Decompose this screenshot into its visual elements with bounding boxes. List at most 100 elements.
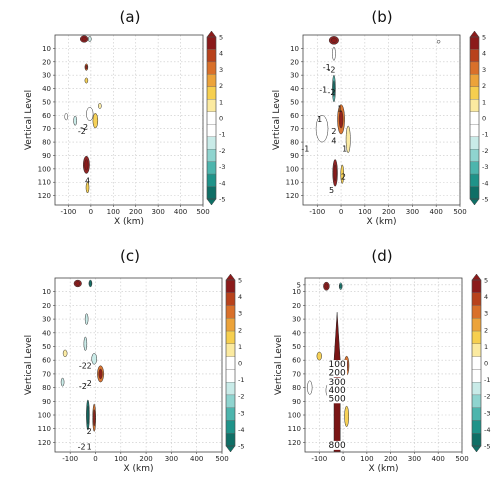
contour-label: 300	[329, 378, 346, 388]
colorbar-tick-label: -5	[219, 196, 225, 204]
y-tick-label: 30	[292, 316, 301, 324]
colorbar-arrow-top	[469, 30, 480, 38]
colorbar-segment	[206, 86, 217, 100]
colorbar-frame	[225, 279, 236, 447]
x-tick-label: 300	[165, 455, 178, 463]
plot-frame	[304, 277, 463, 453]
contour-label: -1	[301, 144, 309, 153]
y-tick-label: 70	[42, 125, 51, 133]
x-axis-label: X (km)	[366, 217, 396, 227]
contour-label: -2	[78, 442, 86, 451]
colorbar-segment	[225, 305, 236, 319]
field-core	[84, 159, 89, 171]
field-core	[75, 281, 81, 286]
y-tick-label: 30	[290, 72, 299, 80]
contour-label: 5	[329, 186, 334, 195]
contour-label-bg	[327, 386, 348, 396]
y-tick-label: 90	[42, 398, 51, 406]
x-tick-label: 0	[93, 455, 97, 463]
y-tick-label: 60	[292, 357, 301, 365]
contour-label: -2	[84, 379, 92, 388]
y-tick-label: 40	[290, 85, 299, 93]
colorbar-segment	[206, 61, 217, 75]
field-core	[333, 164, 337, 182]
plot-area	[55, 35, 203, 205]
y-tick-label: 20	[42, 58, 51, 66]
y-tick-label: 120	[38, 439, 51, 447]
colorbar-tick-label: -5	[238, 443, 244, 451]
colorbar-tick-label: -5	[484, 443, 490, 451]
colorbar-segment	[469, 161, 480, 175]
colorbar-segment	[225, 356, 236, 370]
contour-label-bg	[327, 368, 348, 378]
colorbar-segment	[225, 369, 236, 383]
y-tick-label: 50	[292, 343, 301, 351]
contour-label: 200	[329, 368, 346, 378]
field-blob	[62, 349, 68, 358]
contour-label: -2	[328, 88, 336, 97]
colorbar-segment	[469, 111, 480, 125]
x-tick-label: 500	[196, 208, 209, 216]
x-tick-label: 300	[151, 208, 164, 216]
colorbar-arrow-bottom	[206, 198, 217, 206]
y-tick-label: 20	[292, 302, 301, 310]
contour-label: 2	[87, 427, 92, 436]
plot-area	[55, 278, 222, 452]
field-blob	[64, 113, 68, 121]
colorbar-segment	[225, 343, 236, 357]
y-tick-label: 80	[42, 139, 51, 147]
colorbar-tick-label: 1	[219, 98, 223, 106]
field-blob	[92, 113, 99, 129]
y-tick-label: 10	[290, 45, 299, 53]
x-axis-label: X (km)	[114, 217, 144, 227]
field-blob	[344, 405, 350, 427]
colorbar-tick-label: 3	[482, 66, 486, 74]
colorbar-tick-label: -2	[238, 393, 244, 401]
y-tick-label: 20	[42, 302, 51, 310]
field-core	[93, 409, 96, 427]
colorbar-tick-label: -4	[484, 426, 490, 434]
field-blob	[83, 336, 88, 351]
colorbar-tick-label: 2	[219, 82, 223, 90]
field-core	[86, 405, 90, 425]
y-tick-label: 70	[290, 125, 299, 133]
colorbar-tick-label: -4	[219, 179, 225, 187]
panel-a: (a)-2-24-100 0 100 200 300 400 500102030405060…	[24, 8, 225, 227]
colorbar-tick-label: 0	[482, 115, 486, 123]
y-tick-label: 80	[42, 384, 51, 392]
y-tick-label: 30	[42, 316, 51, 324]
field-core	[81, 36, 87, 42]
x-tick-label: 0	[341, 455, 345, 463]
y-tick-label: 90	[292, 398, 301, 406]
colorbar-segment	[469, 136, 480, 150]
colorbar-segment	[469, 61, 480, 75]
colorbar-tick-label: 4	[219, 50, 223, 58]
colorbar-segment	[471, 407, 482, 421]
x-tick-label: 400	[432, 455, 445, 463]
colorbar-tick-label: 2	[484, 326, 488, 334]
colorbar-tick-label: -4	[238, 426, 244, 434]
colorbar-arrow-top	[471, 273, 482, 281]
contour-label-bg	[327, 394, 348, 404]
y-tick-label: 60	[290, 112, 299, 120]
field-core	[339, 283, 342, 289]
y-tick-label: 60	[42, 357, 51, 365]
y-axis-label: Vertical Level	[274, 335, 284, 395]
colorbar-segment	[469, 186, 480, 200]
colorbar-segment	[206, 111, 217, 125]
field-blob	[88, 36, 92, 42]
colorbar-segment	[206, 149, 217, 162]
x-tick-label: 200	[129, 208, 142, 216]
x-tick-label: 200	[139, 455, 152, 463]
colorbar-segment	[471, 305, 482, 319]
colorbar: 5 4 3 2 1 0 -1 -2 -3 -4 -5	[471, 273, 490, 453]
field-blob	[86, 107, 94, 121]
contour-label: -1	[323, 63, 331, 72]
colorbar-tick-label: -4	[482, 179, 488, 187]
y-tick-label: 120	[286, 192, 299, 200]
colorbar-segment	[206, 99, 217, 112]
y-tick-label: 120	[288, 439, 301, 447]
y-tick-label: 30	[42, 72, 51, 80]
contour-label: -2	[80, 123, 88, 132]
colorbar-segment	[206, 161, 217, 175]
